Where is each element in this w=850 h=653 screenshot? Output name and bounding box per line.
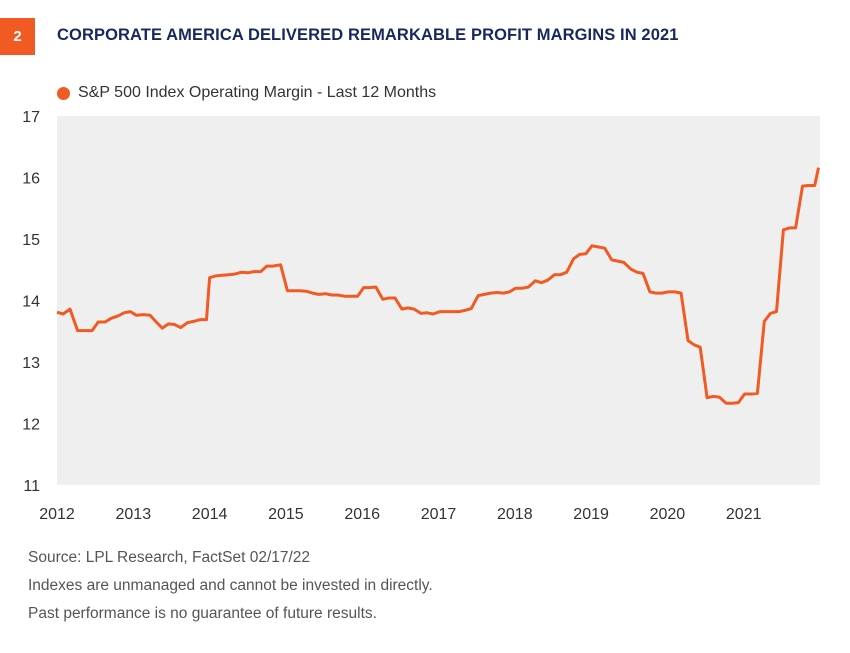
x-tick-label: 2018 <box>497 506 533 520</box>
x-tick-label: 2016 <box>344 506 380 520</box>
source-note: Source: LPL Research, FactSet 02/17/22 <box>28 549 311 566</box>
series-line-operating-margin <box>56 167 820 405</box>
y-tick-label: 13 <box>22 355 40 372</box>
y-tick-label: 16 <box>22 171 40 188</box>
y-tick-label: 12 <box>22 417 40 434</box>
y-tick-label: 14 <box>22 294 40 311</box>
legend-label: S&P 500 Index Operating Margin - Last 12… <box>78 84 437 101</box>
y-axis: 17 16 15 14 13 12 11 <box>22 109 40 495</box>
y-tick-label: 11 <box>23 478 40 495</box>
y-tick-label: 17 <box>22 109 40 126</box>
figure-number-badge: 2 <box>0 18 35 55</box>
x-tick-label: 2019 <box>573 506 609 520</box>
legend-dot-icon <box>57 86 70 100</box>
series-layer <box>56 167 820 405</box>
chart-title: CORPORATE AMERICA DELIVERED REMARKABLE P… <box>57 26 679 44</box>
performance-note: Past performance is no guarantee of futu… <box>28 605 377 622</box>
plot-area <box>57 116 820 485</box>
x-tick-label: 2017 <box>421 506 457 520</box>
x-tick-label: 2013 <box>116 506 152 520</box>
x-tick-label: 2014 <box>192 506 228 520</box>
x-axis: 2012 2013 2014 2015 2016 2017 2018 2019 2020 2021 <box>39 506 761 520</box>
legend: S&P 500 Index Operating Margin - Last 12… <box>57 84 436 102</box>
disclaimer-note: Indexes are unmanaged and cannot be inve… <box>28 577 433 594</box>
x-tick-label: 2015 <box>268 506 304 520</box>
footnotes: Source: LPL Research, FactSet 02/17/22 I… <box>28 544 433 628</box>
x-tick-label: 2020 <box>650 506 686 520</box>
y-tick-label: 15 <box>22 232 40 249</box>
x-tick-label: 2012 <box>39 506 75 520</box>
x-tick-label: 2021 <box>726 506 762 520</box>
